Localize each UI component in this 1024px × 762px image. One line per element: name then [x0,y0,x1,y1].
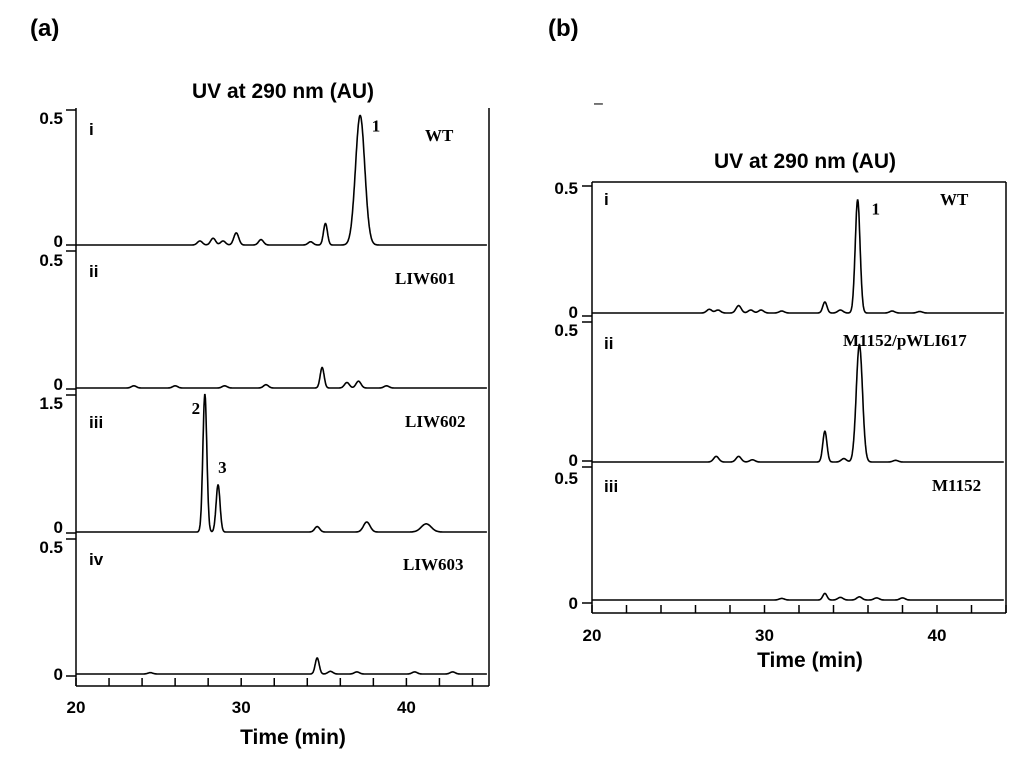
trace-sample-label: WT [425,126,454,145]
trace-roman-label: i [604,190,609,209]
panel-a-traces: 0.5 0 i WT 1 0.5 0 ii LIW601 1.5 0 iii L… [39,109,487,684]
trace-roman-label: iii [604,477,618,496]
panel-b: (b) – UV at 290 nm (AU) Time (min) 20 30… [548,15,1007,672]
trace-roman-label: ii [89,262,98,281]
panel-a: (a) UV at 290 nm (AU) Time (min) 20 30 4… [30,15,490,749]
trace-iii: 1.5 0 iii LIW602 2 3 [39,393,487,537]
trace-i: 0.5 0 i WT 1 [554,179,1004,322]
chromatogram-line [592,343,1004,463]
y-tick-label-zero: 0 [54,518,63,537]
y-tick-label-top: 0.5 [554,321,578,340]
x-tick-label: 40 [928,626,947,645]
panel-a-x-axis-title: Time (min) [240,726,346,749]
trace-sample-label: WT [940,190,969,209]
panel-b-traces: 0.5 0 i WT 1 0.5 0 ii M1152/pWLI617 0.5 … [554,179,1004,613]
y-tick-label-zero: 0 [54,375,63,394]
y-tick-label-top: 0.5 [39,109,63,128]
panel-b-x-ticks [591,605,1007,613]
trace-ii: 0.5 0 ii M1152/pWLI617 [554,321,1004,470]
chromatogram-line [76,366,487,389]
x-tick-label: 30 [755,626,774,645]
panel-a-x-tick-labels: 20 30 40 [67,698,416,717]
y-tick-label-top: 0.5 [39,251,63,270]
trace-roman-label: i [89,120,94,139]
chromatogram-line [592,592,1004,601]
y-tick-label-zero: 0 [569,303,578,322]
panel-a-x-ticks [75,678,474,686]
x-tick-label: 20 [583,626,602,645]
y-tick-label-zero: 0 [569,594,578,613]
y-tick-label-zero: 0 [54,232,63,251]
trace-iii: 0.5 0 iii M1152 [554,469,1004,613]
trace-sample-label: LIW603 [403,555,463,574]
trace-i: 0.5 0 i WT 1 [39,109,487,251]
trace-sample-label: LIW602 [405,412,465,431]
trace-ii: 0.5 0 ii LIW601 [39,251,487,394]
trace-iv: 0.5 0 iv LIW603 [39,538,487,684]
chromatogram-line [76,393,487,533]
x-tick-label: 30 [232,698,251,717]
y-tick-label-top: 1.5 [39,394,63,413]
peak-label: 1 [871,200,880,219]
peak-label: 2 [192,399,201,418]
x-tick-label: 20 [67,698,86,717]
y-tick-label-zero: 0 [569,451,578,470]
y-tick-label-top: 0.5 [39,538,63,557]
trace-roman-label: ii [604,334,613,353]
panel-a-label: (a) [30,15,59,42]
chromatogram-line [592,199,1004,314]
peak-label: 3 [218,458,227,477]
trace-sample-label: M1152 [932,476,981,495]
panel-a-axes [66,108,490,687]
peak-label: 1 [372,117,381,136]
chromatogram-line [76,657,487,675]
panel-b-axes [582,181,1007,614]
panel-b-label: (b) [548,15,579,42]
trace-sample-label: LIW601 [395,269,455,288]
y-tick-label-zero: 0 [54,665,63,684]
panel-b-x-axis-title: Time (min) [757,649,863,672]
x-tick-label: 40 [397,698,416,717]
trace-roman-label: iii [89,413,103,432]
trace-roman-label: iv [89,550,104,569]
y-tick-label-top: 0.5 [554,469,578,488]
trace-sample-label: M1152/pWLI617 [843,331,967,350]
y-tick-label-top: 0.5 [554,179,578,198]
stray-dash: – [594,95,603,112]
chromatogram-line [76,114,487,246]
panel-b-title: UV at 290 nm (AU) [714,150,896,173]
panel-a-title: UV at 290 nm (AU) [192,80,374,103]
panel-b-x-tick-labels: 20 30 40 [583,626,947,645]
